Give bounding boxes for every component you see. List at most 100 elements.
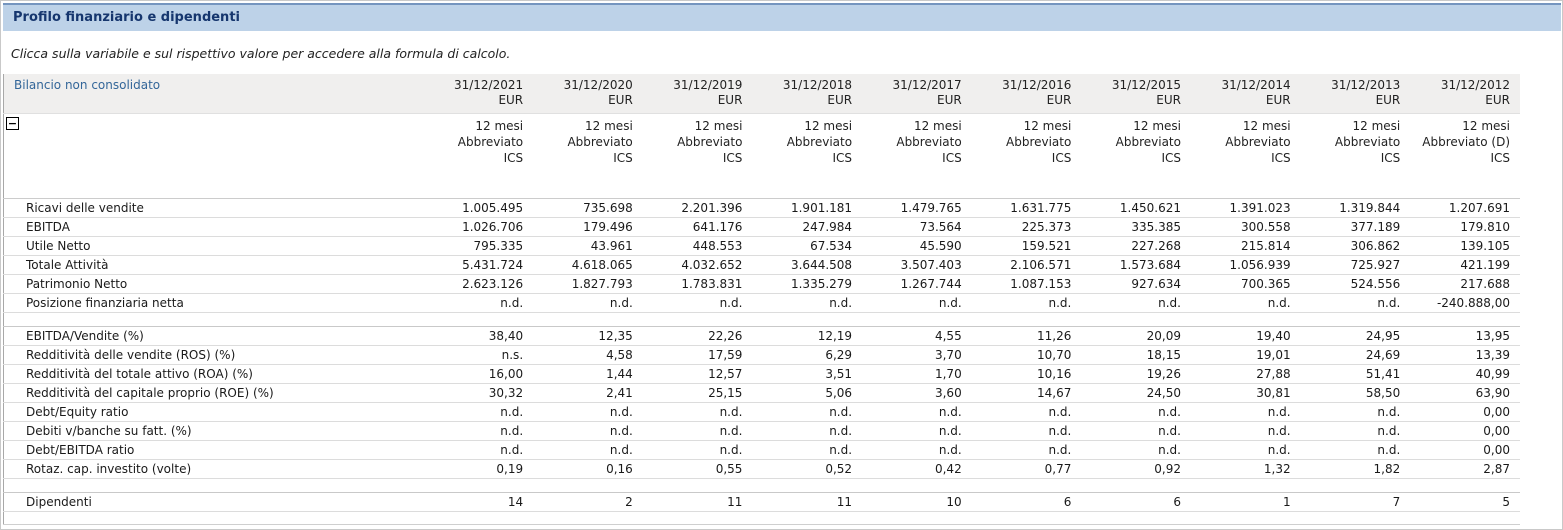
value-cell[interactable]: 19,40 <box>1190 326 1301 346</box>
value-cell[interactable]: 247.984 <box>752 217 863 237</box>
value-cell[interactable]: 7 <box>1300 492 1411 512</box>
value-cell[interactable]: 641.176 <box>642 217 753 237</box>
value-cell[interactable]: n.d. <box>533 440 643 460</box>
value-cell[interactable]: 700.365 <box>1190 274 1301 294</box>
value-cell[interactable]: 217.688 <box>1410 274 1520 294</box>
value-cell[interactable]: 735.698 <box>533 198 643 218</box>
value-cell[interactable]: 73.564 <box>862 217 972 237</box>
value-cell[interactable]: 6 <box>971 492 1082 512</box>
value-cell[interactable]: 1.631.775 <box>971 198 1082 218</box>
value-cell[interactable]: n.d. <box>1081 293 1191 313</box>
value-cell[interactable]: 1.901.181 <box>752 198 863 218</box>
value-cell[interactable]: 51,41 <box>1300 364 1411 384</box>
value-cell[interactable]: 2,41 <box>533 383 643 403</box>
value-cell[interactable]: 12,35 <box>533 326 643 346</box>
value-cell[interactable]: n.d. <box>752 440 863 460</box>
row-label[interactable]: Rotaz. cap. investito (volte) <box>3 459 424 479</box>
value-cell[interactable]: 5 <box>1410 492 1520 512</box>
value-cell[interactable]: 14,67 <box>971 383 1082 403</box>
value-cell[interactable]: 1 <box>1190 492 1301 512</box>
value-cell[interactable]: 0,16 <box>533 459 643 479</box>
row-label[interactable]: Redditività del capitale proprio (ROE) (… <box>3 383 424 403</box>
value-cell[interactable]: 20,09 <box>1081 326 1191 346</box>
value-cell[interactable]: 10 <box>862 492 972 512</box>
value-cell[interactable]: n.d. <box>1081 421 1191 441</box>
value-cell[interactable]: 1.087.153 <box>971 274 1082 294</box>
value-cell[interactable]: 17,59 <box>642 345 753 365</box>
value-cell[interactable]: n.s. <box>423 345 534 365</box>
value-cell[interactable]: 6,29 <box>752 345 863 365</box>
row-label[interactable]: Debt/EBITDA ratio <box>3 440 424 460</box>
row-label[interactable]: Totale Attività <box>3 255 424 275</box>
value-cell[interactable]: n.d. <box>533 293 643 313</box>
value-cell[interactable]: 1.319.844 <box>1300 198 1411 218</box>
value-cell[interactable]: 1,44 <box>533 364 643 384</box>
value-cell[interactable]: 725.927 <box>1300 255 1411 275</box>
value-cell[interactable]: n.d. <box>971 440 1082 460</box>
value-cell[interactable]: n.d. <box>423 293 534 313</box>
value-cell[interactable]: 19,01 <box>1190 345 1301 365</box>
value-cell[interactable]: n.d. <box>862 293 972 313</box>
row-label[interactable]: Redditività delle vendite (ROS) (%) <box>3 345 424 365</box>
value-cell[interactable]: 227.268 <box>1081 236 1191 256</box>
value-cell[interactable]: 3.644.508 <box>752 255 863 275</box>
value-cell[interactable]: 0,77 <box>971 459 1082 479</box>
value-cell[interactable]: 43.961 <box>533 236 643 256</box>
value-cell[interactable]: 2.201.396 <box>642 198 753 218</box>
value-cell[interactable]: 2,87 <box>1410 459 1520 479</box>
value-cell[interactable]: n.d. <box>642 293 753 313</box>
value-cell[interactable]: 6 <box>1081 492 1191 512</box>
value-cell[interactable]: 58,50 <box>1300 383 1411 403</box>
collapse-icon[interactable]: − <box>6 117 19 130</box>
value-cell[interactable]: 25,15 <box>642 383 753 403</box>
value-cell[interactable]: 0,00 <box>1410 402 1520 422</box>
value-cell[interactable]: 24,69 <box>1300 345 1411 365</box>
value-cell[interactable]: n.d. <box>533 402 643 422</box>
row-label[interactable]: EBITDA <box>3 217 424 237</box>
value-cell[interactable]: 1.207.691 <box>1410 198 1520 218</box>
value-cell[interactable]: n.d. <box>642 402 753 422</box>
value-cell[interactable]: 4.032.652 <box>642 255 753 275</box>
value-cell[interactable]: 1.267.744 <box>862 274 972 294</box>
value-cell[interactable]: 1,82 <box>1300 459 1411 479</box>
value-cell[interactable]: n.d. <box>1300 293 1411 313</box>
value-cell[interactable]: 10,70 <box>971 345 1082 365</box>
value-cell[interactable]: 11 <box>642 492 753 512</box>
row-label[interactable]: Debiti v/banche su fatt. (%) <box>3 421 424 441</box>
value-cell[interactable]: 0,42 <box>862 459 972 479</box>
value-cell[interactable]: 16,00 <box>423 364 534 384</box>
value-cell[interactable]: 335.385 <box>1081 217 1191 237</box>
value-cell[interactable]: 27,88 <box>1190 364 1301 384</box>
value-cell[interactable]: 215.814 <box>1190 236 1301 256</box>
value-cell[interactable]: 3,70 <box>862 345 972 365</box>
value-cell[interactable]: 1,70 <box>862 364 972 384</box>
value-cell[interactable]: 1.005.495 <box>423 198 534 218</box>
value-cell[interactable]: 19,26 <box>1081 364 1191 384</box>
value-cell[interactable]: 63,90 <box>1410 383 1520 403</box>
value-cell[interactable]: n.d. <box>642 421 753 441</box>
value-cell[interactable]: 0,00 <box>1410 421 1520 441</box>
value-cell[interactable]: 1.026.706 <box>423 217 534 237</box>
value-cell[interactable]: 0,00 <box>1410 440 1520 460</box>
value-cell[interactable]: n.d. <box>1190 440 1301 460</box>
value-cell[interactable]: 1.479.765 <box>862 198 972 218</box>
value-cell[interactable]: n.d. <box>1300 440 1411 460</box>
row-label[interactable]: Debt/Equity ratio <box>3 402 424 422</box>
value-cell[interactable]: n.d. <box>971 293 1082 313</box>
value-cell[interactable]: 38,40 <box>423 326 534 346</box>
value-cell[interactable]: 1.827.793 <box>533 274 643 294</box>
value-cell[interactable]: 927.634 <box>1081 274 1191 294</box>
value-cell[interactable]: 40,99 <box>1410 364 1520 384</box>
value-cell[interactable]: 30,32 <box>423 383 534 403</box>
value-cell[interactable]: n.d. <box>971 421 1082 441</box>
value-cell[interactable]: 377.189 <box>1300 217 1411 237</box>
value-cell[interactable]: 448.553 <box>642 236 753 256</box>
value-cell[interactable]: n.d. <box>1300 421 1411 441</box>
value-cell[interactable]: n.d. <box>1300 402 1411 422</box>
value-cell[interactable]: 0,19 <box>423 459 534 479</box>
value-cell[interactable]: n.d. <box>752 421 863 441</box>
value-cell[interactable]: 1.056.939 <box>1190 255 1301 275</box>
value-cell[interactable]: 3,60 <box>862 383 972 403</box>
value-cell[interactable]: n.d. <box>642 440 753 460</box>
value-cell[interactable]: n.d. <box>1081 402 1191 422</box>
